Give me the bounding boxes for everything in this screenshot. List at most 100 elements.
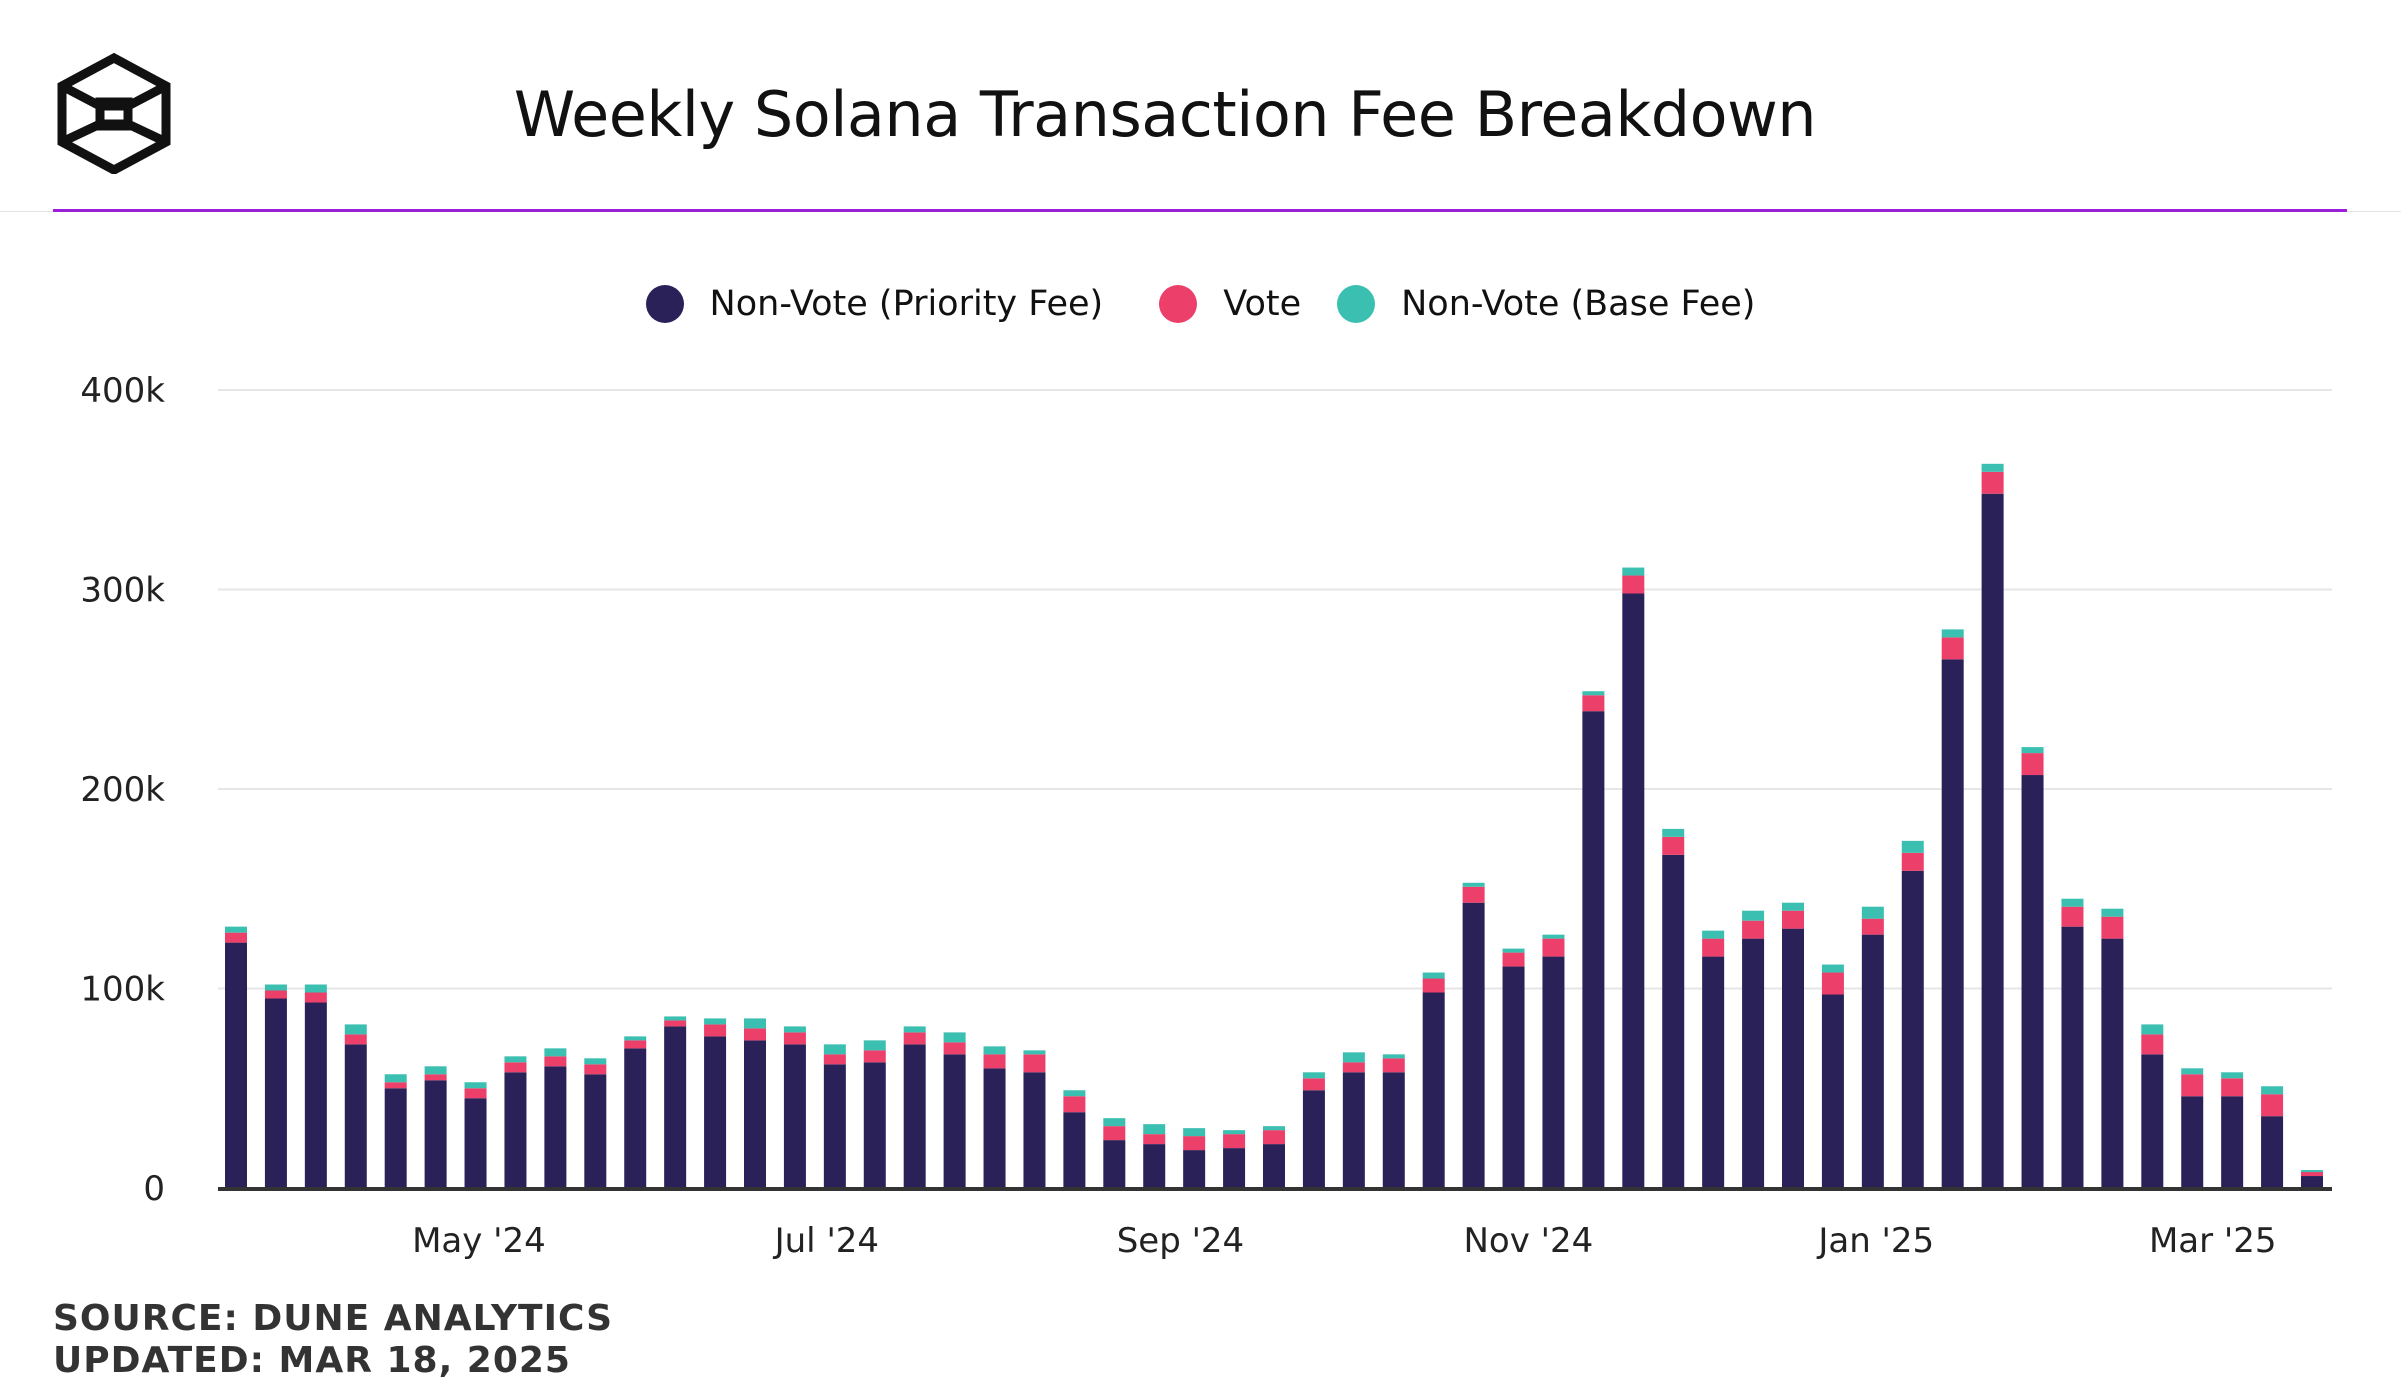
bar-segment-vote	[1821, 972, 1844, 995]
bar-segment-vote	[2141, 1034, 2164, 1055]
bar-segment-vote	[744, 1028, 766, 1041]
bar-segment-vote	[1662, 836, 1685, 855]
bar-segment-base	[2141, 1024, 2164, 1035]
bar-segment-priority	[1742, 938, 1765, 1188]
bar-segment-vote	[264, 990, 287, 999]
bar-segment-vote	[1742, 920, 1765, 939]
bar-segment-priority	[1861, 934, 1884, 1188]
bar-segment-priority	[624, 1048, 647, 1188]
bar-segment-base	[664, 1016, 687, 1021]
bar-segment-vote	[1502, 952, 1525, 967]
bar-segment-base	[1302, 1072, 1325, 1079]
bar-segment-base	[863, 1040, 886, 1051]
bar-segment-vote	[664, 1020, 687, 1027]
bar-segment-base	[1382, 1054, 1405, 1059]
y-tick-label: 400k	[80, 371, 165, 411]
bar-segment-base	[1782, 902, 1804, 911]
bar-segment-vote	[1223, 1134, 1246, 1149]
bar-segment-priority	[2261, 1116, 2284, 1188]
bar-segment-vote	[2301, 1172, 2323, 1177]
bar-segment-base	[1702, 930, 1725, 939]
bar-segment-base	[304, 984, 327, 993]
bar-segment-priority	[1223, 1148, 1246, 1188]
bar-segment-priority	[304, 1002, 327, 1188]
bar-segment-base	[2181, 1068, 2204, 1075]
x-tick-label: Mar '25	[2149, 1221, 2277, 1261]
bar-segment-vote	[225, 932, 247, 943]
bar-segment-priority	[704, 1036, 727, 1188]
bar-segment-base	[1063, 1090, 1086, 1097]
bar-segment-priority	[225, 942, 247, 1188]
bar-segment-vote	[1063, 1096, 1086, 1113]
accent-line	[53, 209, 2347, 212]
bar-segment-base	[2061, 898, 2084, 907]
bar-segment-base	[1422, 972, 1445, 979]
bar-segment-vote	[1023, 1054, 1046, 1073]
bar-segment-base	[1342, 1052, 1365, 1063]
bar-segment-base	[384, 1074, 407, 1083]
bar-segment-vote	[1342, 1062, 1365, 1073]
bar-segment-priority	[344, 1044, 367, 1188]
bar-segment-vote	[983, 1054, 1006, 1069]
bar-segment-base	[783, 1026, 806, 1033]
bar-segment-vote	[1143, 1134, 1166, 1145]
bar-segment-priority	[1622, 593, 1645, 1188]
bar-segment-vote	[1302, 1078, 1325, 1091]
bar-segment-base	[704, 1018, 727, 1025]
bar-segment-priority	[1342, 1072, 1365, 1188]
y-tick-label: 0	[143, 1169, 165, 1209]
bar-segment-priority	[584, 1074, 607, 1188]
bar-segment-vote	[584, 1064, 607, 1075]
bar-segment-priority	[1582, 711, 1605, 1188]
bar-segment-priority	[1941, 659, 1964, 1188]
bar-segment-priority	[464, 1098, 487, 1188]
bar-segment-vote	[903, 1032, 926, 1045]
bar-segment-vote	[504, 1062, 527, 1073]
bar-segment-priority	[863, 1062, 886, 1188]
bar-segment-priority	[783, 1044, 806, 1188]
bar-segment-priority	[983, 1068, 1006, 1188]
bar-segment-priority	[1263, 1144, 1285, 1188]
legend-label-priority: Non-Vote (Priority Fee)	[709, 284, 1104, 324]
bar-segment-priority	[384, 1088, 407, 1188]
legend-swatch-vote	[1159, 285, 1198, 323]
bar-segment-vote	[1542, 938, 1565, 957]
bar-segment-base	[344, 1024, 367, 1035]
updated-text: UPDATED: MAR 18, 2025	[53, 1340, 571, 1381]
bar-segment-priority	[903, 1044, 926, 1188]
bar-segment-base	[624, 1036, 647, 1041]
bar-segment-vote	[1183, 1136, 1206, 1151]
x-tick-label: Jul '24	[773, 1221, 879, 1261]
bar-segment-base	[1861, 906, 1884, 919]
bar-segment-priority	[1462, 902, 1485, 1188]
bar-segment-vote	[1782, 910, 1804, 929]
legend-item-priority: Non-Vote (Priority Fee)	[645, 284, 1104, 324]
legend-item-vote: Vote	[1159, 284, 1301, 324]
bar-segment-vote	[1901, 852, 1924, 871]
chart-title: Weekly Solana Transaction Fee Breakdown	[513, 78, 1817, 151]
bar-segment-base	[424, 1066, 447, 1075]
bar-segment-base	[1023, 1050, 1046, 1055]
bar-segment-base	[823, 1044, 846, 1055]
bar-segment-vote	[783, 1032, 806, 1045]
bar-segment-base	[1542, 934, 1565, 939]
bar-segment-base	[464, 1082, 487, 1089]
x-tick-label: Nov '24	[1463, 1221, 1593, 1261]
bar-segment-priority	[2181, 1096, 2204, 1188]
bar-segment-base	[1582, 691, 1605, 696]
cube-logo-icon	[57, 52, 171, 174]
source-text: SOURCE: DUNE ANALYTICS	[53, 1298, 614, 1339]
bar-segment-priority	[1302, 1090, 1325, 1188]
bar-segment-vote	[1702, 938, 1725, 957]
bar-segment-priority	[2101, 938, 2124, 1188]
bar-segment-priority	[2021, 775, 2044, 1188]
bar-segment-vote	[863, 1050, 886, 1063]
bar-segment-priority	[1782, 928, 1804, 1188]
bar-segment-base	[2261, 1086, 2284, 1095]
bar-segment-base	[504, 1056, 527, 1063]
bar-segment-priority	[664, 1026, 687, 1188]
bar-segment-vote	[1861, 918, 1884, 935]
legend-label-vote: Vote	[1223, 284, 1302, 324]
bar-segment-base	[1462, 882, 1485, 887]
bar-segment-vote	[344, 1034, 367, 1045]
